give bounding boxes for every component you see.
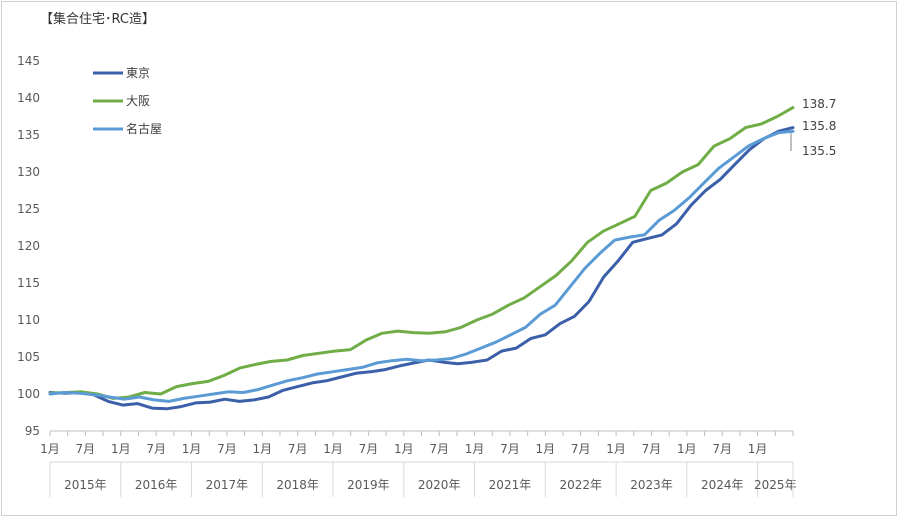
x-year-label: 2023年 bbox=[630, 478, 673, 492]
y-tick-label: 125 bbox=[17, 202, 40, 216]
x-year-label: 2017年 bbox=[206, 478, 249, 492]
series-line bbox=[48, 129, 795, 403]
x-month-label: 7月 bbox=[288, 442, 308, 456]
x-month-label: 7月 bbox=[76, 442, 96, 456]
legend-label: 大阪 bbox=[126, 94, 150, 108]
x-year-label: 2015年 bbox=[64, 478, 107, 492]
x-year-label: 2020年 bbox=[418, 478, 461, 492]
y-tick-label: 120 bbox=[17, 239, 40, 253]
x-month-label: 1月 bbox=[323, 442, 343, 456]
x-month-label: 1月 bbox=[465, 442, 485, 456]
y-tick-label: 130 bbox=[17, 165, 40, 179]
x-month-label: 1月 bbox=[111, 442, 131, 456]
x-month-label: 1月 bbox=[182, 442, 202, 456]
x-month-label: 1月 bbox=[748, 442, 768, 456]
x-month-label: 1月 bbox=[536, 442, 556, 456]
y-tick-label: 100 bbox=[17, 387, 40, 401]
x-year-label: 2016年 bbox=[135, 478, 178, 492]
x-month-label: 7月 bbox=[359, 442, 379, 456]
end-data-label: 138.7 bbox=[802, 97, 836, 111]
x-year-label: 2022年 bbox=[559, 478, 602, 492]
x-month-label: 7月 bbox=[146, 442, 166, 456]
x-year-label: 2024年 bbox=[701, 478, 744, 492]
end-labels: 138.7 135.8 135.5 bbox=[790, 97, 836, 158]
y-tick-label: 135 bbox=[17, 128, 40, 142]
legend-label: 名古屋 bbox=[126, 121, 162, 136]
x-year-label: 2018年 bbox=[276, 478, 319, 492]
x-month-label: 7月 bbox=[571, 442, 591, 456]
x-year-label: 2021年 bbox=[489, 478, 532, 492]
x-month-label: 1月 bbox=[252, 442, 272, 456]
series-lines bbox=[48, 106, 795, 411]
legend-label: 東京 bbox=[126, 66, 150, 80]
y-tick-label: 105 bbox=[17, 350, 40, 364]
x-month-label: 7月 bbox=[500, 442, 520, 456]
x-month-label: 7月 bbox=[429, 442, 449, 456]
x-month-label: 7月 bbox=[217, 442, 237, 456]
x-month-label: 1月 bbox=[606, 442, 626, 456]
end-data-label: 135.5 bbox=[802, 144, 836, 158]
x-year-label: 2025年 bbox=[754, 478, 797, 492]
y-tick-label: 140 bbox=[17, 91, 40, 105]
y-tick-label: 110 bbox=[17, 313, 40, 327]
x-month-label: 1月 bbox=[40, 442, 60, 456]
series-line bbox=[48, 126, 795, 411]
y-tick-label: 95 bbox=[25, 424, 40, 438]
x-axis: 1月 7月 1月 7月 1月 7月 1月 7月 1月 7月 1月 7月 1月 7月 1月 7月 1月 7月 1月 7月… bbox=[40, 430, 797, 497]
y-tick-label: 115 bbox=[17, 276, 40, 290]
x-month-label: 7月 bbox=[642, 442, 662, 456]
x-month-label: 7月 bbox=[712, 442, 732, 456]
y-axis: 95 100 105 110 115 120 125 130 135 140 145 bbox=[17, 54, 40, 438]
x-month-label: 1月 bbox=[677, 442, 697, 456]
y-tick-label: 145 bbox=[17, 54, 40, 68]
series-line bbox=[48, 106, 795, 400]
x-year-label: 2019年 bbox=[347, 478, 390, 492]
x-month-label: 1月 bbox=[394, 442, 414, 456]
end-data-label: 135.8 bbox=[802, 119, 836, 133]
chart-title: 【集合住宅･RC造】 bbox=[40, 12, 155, 27]
